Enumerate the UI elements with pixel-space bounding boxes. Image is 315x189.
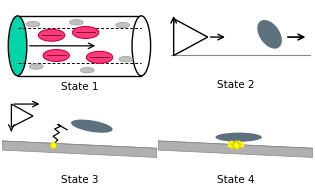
Ellipse shape bbox=[116, 22, 130, 28]
Ellipse shape bbox=[69, 20, 83, 25]
Ellipse shape bbox=[72, 26, 99, 38]
Text: State 1: State 1 bbox=[61, 82, 98, 92]
Ellipse shape bbox=[43, 50, 69, 61]
Ellipse shape bbox=[38, 29, 65, 41]
Polygon shape bbox=[2, 141, 157, 157]
Ellipse shape bbox=[119, 56, 133, 62]
Ellipse shape bbox=[257, 20, 282, 49]
Text: State 4: State 4 bbox=[217, 175, 254, 185]
Ellipse shape bbox=[71, 120, 113, 133]
Ellipse shape bbox=[80, 67, 94, 73]
Ellipse shape bbox=[26, 21, 40, 27]
Text: State 2: State 2 bbox=[217, 81, 254, 91]
Ellipse shape bbox=[215, 133, 262, 142]
Polygon shape bbox=[18, 16, 141, 76]
Ellipse shape bbox=[29, 64, 43, 69]
Text: State 3: State 3 bbox=[61, 175, 98, 185]
Polygon shape bbox=[158, 141, 313, 157]
Ellipse shape bbox=[132, 16, 151, 76]
Ellipse shape bbox=[86, 51, 113, 63]
Ellipse shape bbox=[8, 16, 27, 76]
